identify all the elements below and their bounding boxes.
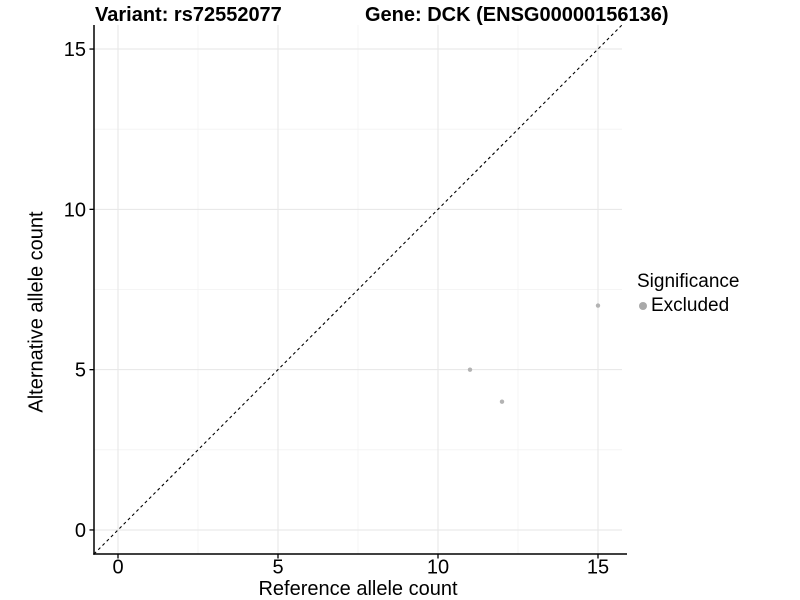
y-tick-label: 0 xyxy=(75,520,86,542)
x-tick-label: 5 xyxy=(272,557,283,579)
legend-item-label: Excluded xyxy=(651,295,730,316)
data-point xyxy=(595,303,601,308)
legend-item-excluded: Excluded xyxy=(637,295,739,317)
identity-dashed-line xyxy=(93,24,623,555)
legend: Significance Excluded xyxy=(637,271,739,317)
plot-title-variant: Variant: rs72552077 xyxy=(95,4,282,26)
plot-title-gene: Gene: DCK (ENSG00000156136) xyxy=(365,4,669,26)
data-point xyxy=(467,367,473,372)
y-tick-label: 10 xyxy=(64,199,86,221)
y-tick-label: 5 xyxy=(75,360,86,382)
x-tick-label: 15 xyxy=(587,557,609,579)
x-tick-label: 0 xyxy=(112,557,123,579)
legend-title: Significance xyxy=(637,271,740,292)
y-axis-title: Alternative allele count xyxy=(25,211,48,413)
x-axis-title: Reference allele count xyxy=(258,578,458,600)
legend-circle-marker-icon xyxy=(639,302,647,310)
x-tick-label: 10 xyxy=(427,557,449,579)
data-point xyxy=(499,399,505,404)
y-tick-label: 15 xyxy=(64,39,86,61)
